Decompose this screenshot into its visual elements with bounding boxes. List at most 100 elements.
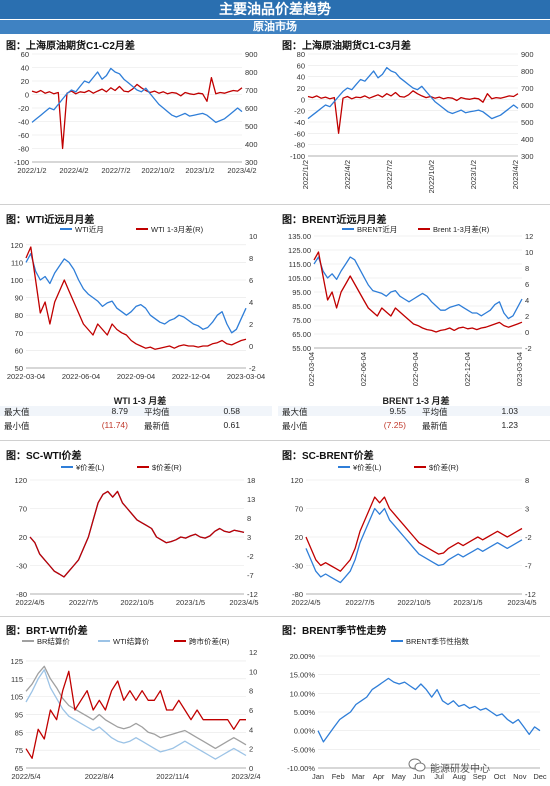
x-tick-label: 2022/4/2 — [343, 160, 352, 189]
y-tick-label: -40 — [18, 118, 29, 127]
y-tick-label: 20 — [19, 533, 27, 542]
y-tick-label: 20.00% — [290, 652, 316, 661]
x-tick-label: 2022-09-04 — [117, 372, 155, 381]
x-tick-label: 2022/10/5 — [397, 598, 430, 607]
y-tick-label: 5.00% — [294, 708, 316, 717]
y-tick-label: 110 — [11, 258, 23, 267]
y2-tick-label: 900 — [245, 50, 258, 59]
chart-svg: -100 -80 -60 -40 -20 0 20 40 60 300 400 500 600 700 80… — [14, 50, 258, 175]
x-tick-label: 2023/4/5 — [507, 598, 536, 607]
series-line-1 — [313, 256, 523, 320]
x-tick-label: 2023/4/2 — [227, 166, 256, 175]
y2-tick-label: 800 — [521, 67, 534, 76]
chart-svg: -10.00% -5.00% 0.00% 5.00% 10.00% 15.00% 20.00… — [287, 636, 547, 781]
y2-tick-label: -2 — [247, 552, 254, 561]
y-tick-label: 60 — [21, 50, 29, 59]
y-tick-label: 135.00 — [288, 232, 311, 241]
x-tick-label: Oct — [494, 772, 507, 781]
stat-value: 0.61 — [223, 420, 240, 430]
x-tick-label: 2023/1/5 — [176, 598, 205, 607]
brent-stats-table: 最大值 9.55 平均值 1.03 最小值 (7.25) 最新值 1.23 — [282, 406, 550, 434]
y-tick-label: 85 — [15, 728, 23, 737]
y2-tick-label: 4 — [249, 725, 253, 734]
y2-tick-label: 10 — [525, 248, 533, 257]
stat-label: 最新值 — [422, 421, 448, 431]
x-tick-label: 2023/4/5 — [229, 598, 258, 607]
x-tick-label: May — [392, 772, 406, 781]
legend-label: BRENT季节性指数 — [406, 636, 469, 646]
y-tick-label: -30 — [16, 562, 27, 571]
x-tick-label: 2023-03-04 — [227, 372, 265, 381]
x-tick-label: Dec — [533, 772, 547, 781]
chart-sc-wti: -80 -30 20 70 120 -12 -7 -2 3 8 13 18 2022/4/5 2022/7… — [0, 460, 272, 612]
legend-label: Brent 1-3月差(R) — [433, 224, 490, 234]
y2-tick-label: 2 — [249, 320, 253, 329]
y-tick-label: 125 — [10, 657, 23, 666]
y-tick-label: 15.00% — [290, 671, 316, 680]
y-tick-label: 0 — [25, 91, 29, 100]
y-tick-label: 70 — [295, 505, 303, 514]
x-tick-label: 2022-06-04 — [359, 352, 368, 386]
x-tick-label: Jul — [434, 772, 444, 781]
stat-label: 最小值 — [4, 421, 30, 431]
legend-label: WTI 1-3月差(R) — [151, 224, 204, 234]
divider — [0, 204, 550, 205]
series-line-2 — [313, 251, 523, 333]
chart-sc-c1-c2: -100 -80 -60 -40 -20 0 20 40 60 300 400 500 600 700 80… — [0, 48, 272, 198]
y-tick-label: -5.00% — [291, 745, 315, 754]
y-tick-label: -40 — [294, 118, 305, 127]
chart-svg: -100 -80 -60 -40 -20 0 20 40 60 80 300 400 500 600 700… — [290, 50, 534, 193]
x-tick-label: 2023/1/2 — [185, 166, 214, 175]
y2-tick-label: 0 — [525, 328, 529, 337]
y2-tick-label: -2 — [249, 364, 256, 373]
y2-tick-label: 800 — [245, 68, 258, 77]
x-tick-label: 2022-09-04 — [411, 352, 420, 386]
x-tick-label: 2022/7/2 — [385, 160, 394, 189]
y-tick-label: -10.00% — [287, 764, 315, 773]
stat-value: 1.03 — [501, 406, 518, 416]
y2-tick-label: 12 — [249, 648, 257, 657]
y2-tick-label: 13 — [247, 495, 255, 504]
x-tick-label: 2022-03-04 — [307, 352, 316, 386]
y2-tick-label: 900 — [521, 50, 534, 59]
stat-label: 平均值 — [422, 407, 448, 417]
series-line-2 — [31, 67, 243, 124]
y2-tick-label: 18 — [247, 476, 255, 485]
section-title-c7: 图：BRT-WTI价差 — [6, 626, 88, 637]
section-title-c8: 图：BRENT季节性走势 — [282, 626, 387, 637]
y-tick-label: 40 — [21, 64, 29, 73]
y2-tick-label: 3 — [525, 505, 529, 514]
divider — [0, 440, 550, 441]
y2-tick-label: -2 — [525, 533, 532, 542]
section-title-c4: 图：BRENT近远月月差 — [282, 215, 387, 226]
y2-tick-label: 300 — [521, 152, 534, 161]
y-tick-label: -60 — [18, 131, 29, 140]
y-tick-label: 75.00 — [292, 316, 311, 325]
y-tick-label: 40 — [297, 73, 305, 82]
y-tick-label: 65 — [15, 764, 23, 773]
series-line-3 — [25, 670, 246, 759]
chart-svg: 50 60 70 80 90 100 110 120 -2 0 2 4 6 8 10 2022-03-04 20… — [7, 224, 265, 381]
y-tick-label: 90 — [15, 294, 23, 303]
legend-label: BRENT近月 — [357, 224, 397, 234]
y-tick-label: 10.00% — [290, 689, 316, 698]
x-tick-label: 2023/1/2 — [469, 160, 478, 189]
x-tick-label: 2022/4/5 — [291, 598, 320, 607]
y-tick-label: 80 — [15, 311, 23, 320]
y2-tick-label: 6 — [249, 706, 253, 715]
chart-svg: 65 75 85 95 105 115 125 0 2 4 6 8 10 12 2022/5/4 2022/8… — [10, 636, 260, 781]
y2-tick-label: 500 — [245, 122, 258, 131]
y2-tick-label: -12 — [525, 590, 536, 599]
stat-value: (7.25) — [383, 420, 406, 430]
y2-tick-label: 2 — [249, 745, 253, 754]
x-tick-label: 2022/1/2 — [17, 166, 46, 175]
y-tick-label: 50 — [15, 364, 23, 373]
y2-tick-label: 2 — [525, 312, 529, 321]
chart-sc-brent: -80 -30 20 70 120 -12 -7 -2 3 8 2022/4/5 2022/7/5 20… — [276, 460, 548, 612]
x-tick-label: 2023/2/4 — [231, 772, 260, 781]
y-tick-label: 60 — [297, 61, 305, 70]
divider — [0, 616, 550, 617]
y2-tick-label: 700 — [245, 86, 258, 95]
page-subtitle: 原油市场 — [0, 20, 550, 34]
y-tick-label: -20 — [18, 104, 29, 113]
